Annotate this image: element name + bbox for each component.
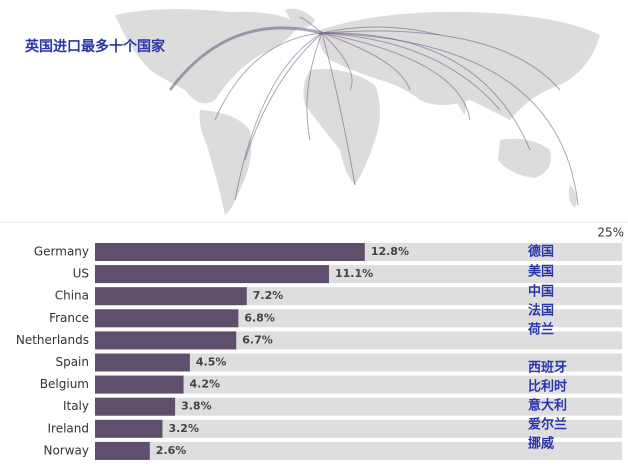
y-tick-label: Netherlands: [16, 333, 89, 347]
value-label: 12.8%: [371, 245, 409, 258]
y-tick-label: Norway: [43, 443, 89, 457]
bar-track: [95, 375, 622, 394]
annotation: 西班牙: [528, 360, 567, 376]
value-label: 7.2%: [253, 289, 284, 302]
y-tick-label: Belgium: [40, 377, 89, 391]
bar-track: [95, 353, 622, 372]
bar: [95, 375, 184, 394]
annotation: 中国: [528, 284, 554, 300]
annotation: 意大利: [528, 398, 567, 414]
world-map: [115, 8, 600, 215]
bar-track: [95, 419, 622, 438]
bar: [95, 441, 150, 460]
annotation: 爱尔兰: [528, 417, 567, 433]
value-label: 4.5%: [196, 356, 227, 369]
value-label: 4.2%: [190, 378, 221, 391]
value-label: 6.8%: [244, 311, 275, 324]
annotation: 比利时: [528, 379, 567, 395]
value-label: 3.2%: [168, 422, 199, 435]
annotation: 法国: [528, 303, 554, 319]
trade-arcs: [168, 17, 579, 206]
bar-track: [95, 397, 622, 416]
annotation: 荷兰: [527, 322, 554, 338]
annotation: 美国: [528, 264, 554, 280]
y-tick-label: US: [73, 267, 89, 281]
x-tick-label: 25%: [597, 226, 624, 240]
bar: [95, 331, 237, 350]
y-tick-label: Ireland: [47, 421, 89, 435]
chart-title: 英国进口最多十个国家: [24, 38, 166, 55]
bar: [95, 353, 190, 372]
bar: [95, 419, 163, 438]
value-label: 3.8%: [181, 400, 212, 413]
y-tick-label: Germany: [34, 245, 89, 259]
bar: [95, 309, 239, 328]
bar: [95, 243, 365, 261]
bar: [95, 287, 247, 306]
y-tick-label: France: [49, 311, 89, 325]
annotation: 挪威: [528, 436, 554, 452]
value-label: 11.1%: [335, 267, 373, 280]
bar-track: [95, 441, 622, 460]
y-tick-label: Spain: [55, 355, 89, 369]
value-label: 2.6%: [156, 444, 187, 457]
bar: [95, 397, 176, 416]
value-label: 6.7%: [242, 333, 273, 346]
bar: [95, 265, 329, 284]
y-tick-label: Italy: [63, 399, 89, 413]
y-tick-label: China: [55, 289, 89, 303]
annotation: 德国: [528, 244, 554, 260]
